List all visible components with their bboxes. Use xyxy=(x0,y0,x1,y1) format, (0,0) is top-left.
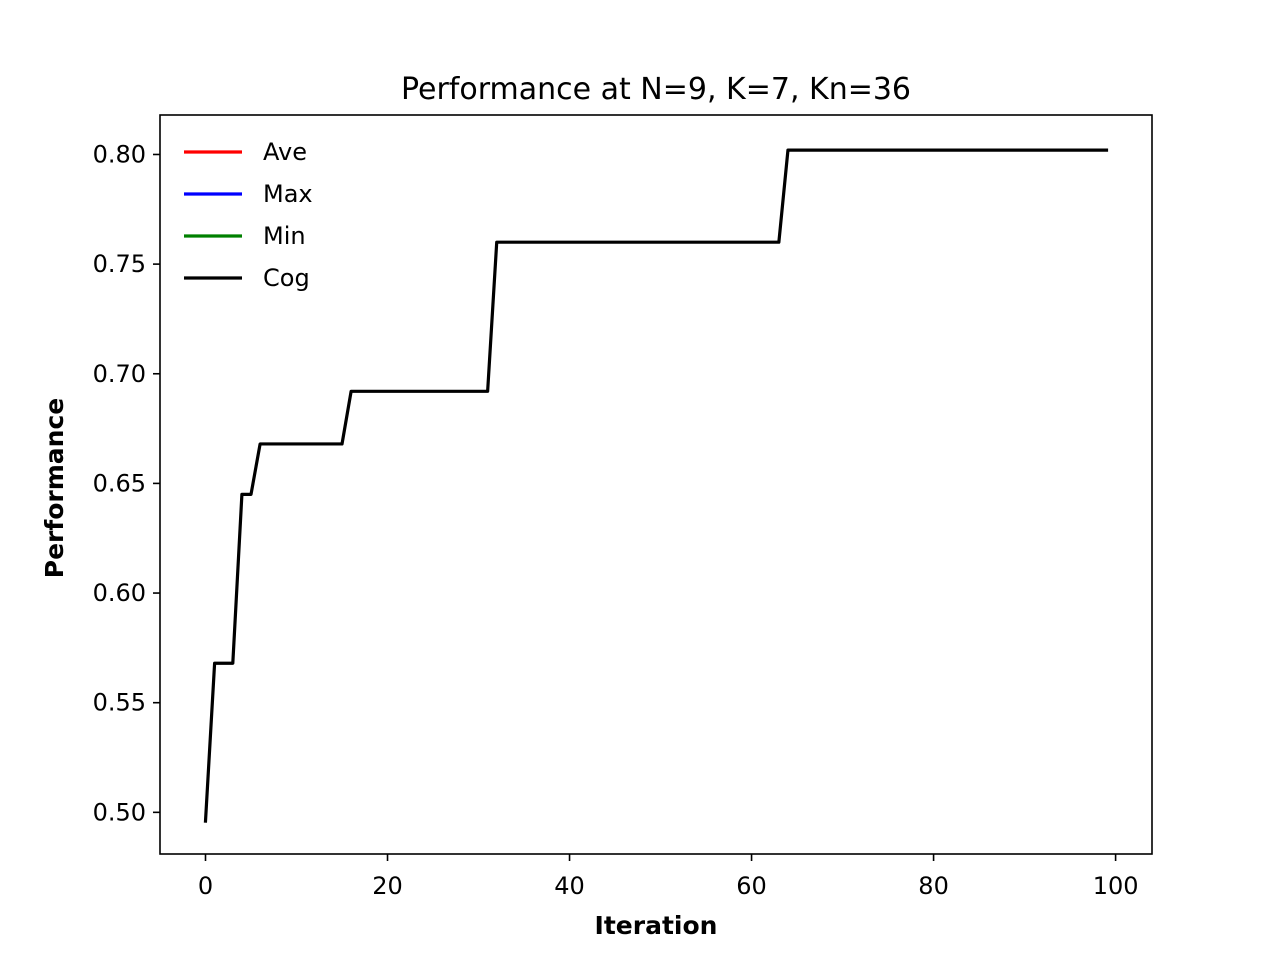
y-tick-label: 0.55 xyxy=(93,689,146,717)
y-tick-label: 0.70 xyxy=(93,360,146,388)
legend: Ave Max Min Cog xyxy=(184,138,313,292)
x-axis: 0 20 40 60 80 100 xyxy=(198,854,1139,900)
y-axis-label: Performance xyxy=(40,398,69,578)
x-tick-label: 40 xyxy=(554,872,585,900)
plot-series xyxy=(203,148,1109,823)
legend-label-max: Max xyxy=(263,180,313,208)
y-tick-label: 0.50 xyxy=(93,798,146,826)
x-tick-label: 80 xyxy=(918,872,949,900)
y-tick-label: 0.65 xyxy=(93,469,146,497)
y-tick-label: 0.60 xyxy=(93,579,146,607)
y-tick-label: 0.75 xyxy=(93,250,146,278)
series-line-cog xyxy=(203,148,1109,823)
chart-title: Performance at N=9, K=7, Kn=36 xyxy=(401,72,911,107)
x-tick-label: 100 xyxy=(1093,872,1139,900)
x-tick-label: 60 xyxy=(736,872,767,900)
y-axis: 0.50 0.55 0.60 0.65 0.70 0.75 0.80 xyxy=(93,140,160,826)
x-tick-label: 0 xyxy=(198,872,213,900)
legend-label-min: Min xyxy=(263,222,306,250)
x-axis-label: Iteration xyxy=(595,911,718,940)
legend-label-cog: Cog xyxy=(263,264,310,292)
plot-area-frame xyxy=(159,114,1153,855)
x-tick-label: 20 xyxy=(372,872,403,900)
y-tick-label: 0.80 xyxy=(93,140,146,168)
legend-label-ave: Ave xyxy=(263,138,307,166)
